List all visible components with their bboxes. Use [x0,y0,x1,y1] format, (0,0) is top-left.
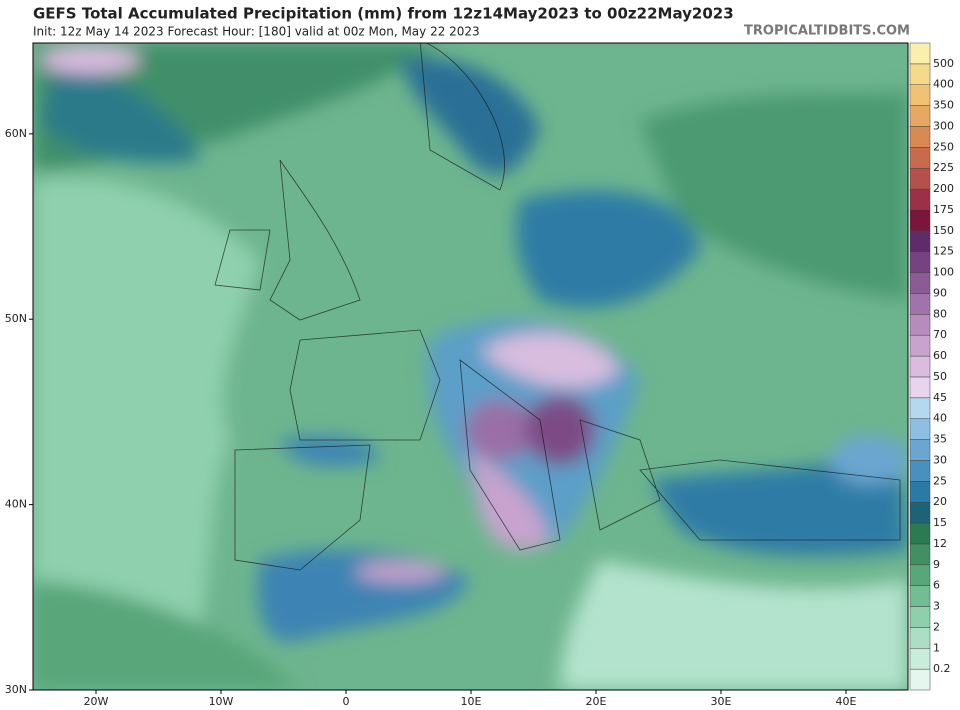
colorbar-label: 6 [933,579,940,592]
colorbar-box [909,668,931,691]
colorbar-box [909,522,931,545]
colorbar-label: 1 [933,641,940,654]
lon-label: 40E [836,695,857,708]
colorbar-label: 300 [933,119,954,132]
lat-label: 60N [5,127,27,140]
subtitle: Init: 12z May 14 2023 Forecast Hour: [18… [33,25,480,39]
colorbar-label: 2 [933,620,940,633]
colorbar-label: 80 [933,307,947,320]
colorbar-box [909,314,931,336]
lon-label: 30E [711,695,732,708]
colorbar-box [909,355,931,378]
colorbar-label: 0.2 [933,662,951,675]
colorbar-label: 100 [933,266,954,279]
lon-label: 0 [343,695,350,708]
source: TROPICALTIDBITS.COM [744,24,910,39]
colorbar-box [909,460,931,482]
colorbar-label: 25 [933,474,947,487]
colorbar-box [909,648,931,670]
colorbar-box [909,397,931,419]
title: GEFS Total Accumulated Precipitation (mm… [33,5,734,23]
colorbar-label: 40 [933,412,947,425]
colorbar-box [909,627,931,649]
lon-label: 10W [209,695,234,708]
colorbar-label: 12 [933,537,947,550]
colorbar-box [909,334,931,357]
colorbar-box [909,188,931,211]
lon-label: 20W [84,695,109,708]
colorbar-label: 20 [933,495,947,508]
colorbar-label: 225 [933,161,954,174]
lon-label: 10E [461,695,482,708]
colorbar-label: 70 [933,328,947,341]
colorbar-label: 3 [933,600,940,613]
colorbar-box [909,606,931,628]
colorbar-box [909,293,931,315]
colorbar-label: 60 [933,349,947,362]
colorbar-box [909,209,931,232]
colorbar-box [909,543,931,566]
colorbar-box [909,481,931,503]
lat-label: 40N [5,498,27,511]
colorbar-box [909,84,931,106]
colorbar-label: 50 [933,370,947,383]
colorbar-box [909,439,931,461]
colorbar-box [909,585,931,607]
colorbar-label: 15 [933,516,947,529]
colorbar-box [909,105,931,127]
precip-field [33,43,908,690]
colorbar-label: 9 [933,558,940,571]
colorbar-box [909,564,931,586]
colorbar-label: 400 [933,78,954,91]
colorbar-box [909,147,931,169]
colorbar-box [909,230,931,252]
colorbar-label: 250 [933,140,954,153]
colorbar-box [909,63,931,85]
colorbar-label: 200 [933,182,954,195]
colorbar-box [909,167,931,190]
colorbar-label: 150 [933,224,954,237]
colorbar-label: 125 [933,245,954,258]
colorbar-label: 35 [933,433,947,446]
colorbar-label: 350 [933,99,954,112]
colorbar-label: 500 [933,57,954,70]
colorbar-box [909,418,931,440]
lon-label: 20E [586,695,607,708]
colorbar-label: 45 [933,391,947,404]
colorbar-box [909,251,931,273]
colorbar-box [909,126,931,148]
lat-label: 30N [5,683,27,696]
lat-label: 50N [5,312,27,325]
colorbar-box [909,272,931,294]
colorbar-label: 90 [933,286,947,299]
colorbar-label: 30 [933,453,947,466]
colorbar-box [909,376,931,399]
colorbar-box [909,501,931,524]
colorbar-label: 175 [933,203,954,216]
colorbar-box [909,42,931,65]
